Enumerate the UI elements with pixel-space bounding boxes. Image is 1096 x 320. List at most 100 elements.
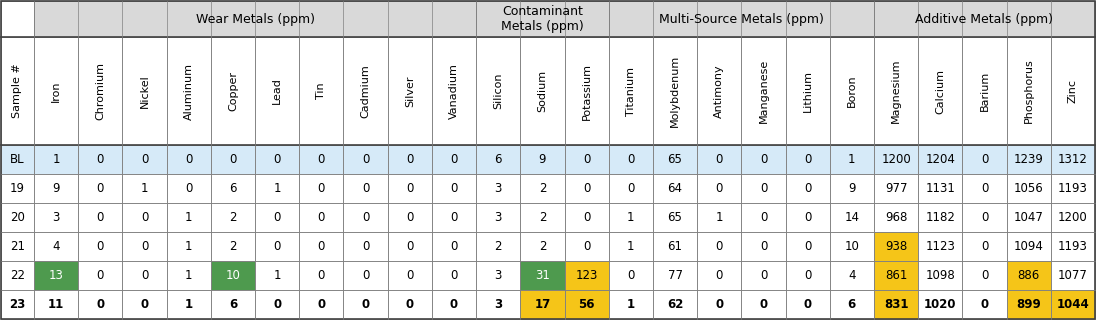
Text: 13: 13 bbox=[48, 269, 64, 282]
Bar bbox=[476, 37, 521, 145]
Bar bbox=[697, 145, 741, 174]
Bar bbox=[608, 261, 653, 290]
Text: 9: 9 bbox=[848, 182, 856, 195]
Text: 6: 6 bbox=[229, 298, 237, 311]
Text: Potassium: Potassium bbox=[582, 62, 592, 119]
Bar bbox=[962, 37, 1006, 145]
Text: 20: 20 bbox=[10, 211, 25, 224]
Bar bbox=[255, 261, 299, 290]
Bar bbox=[210, 232, 255, 261]
Text: 0: 0 bbox=[716, 269, 723, 282]
Text: 1312: 1312 bbox=[1058, 153, 1088, 166]
Text: 23: 23 bbox=[10, 298, 25, 311]
Text: 0: 0 bbox=[96, 240, 104, 253]
Text: Sodium: Sodium bbox=[537, 70, 547, 112]
Text: 0: 0 bbox=[318, 211, 326, 224]
Bar bbox=[255, 174, 299, 203]
Bar bbox=[697, 37, 741, 145]
Text: Vanadium: Vanadium bbox=[449, 63, 459, 119]
Text: 1077: 1077 bbox=[1058, 269, 1088, 282]
Text: 0: 0 bbox=[362, 153, 369, 166]
Bar bbox=[123, 290, 167, 319]
Text: 10: 10 bbox=[844, 240, 859, 253]
Text: Calcium: Calcium bbox=[935, 68, 945, 114]
Text: 2: 2 bbox=[538, 182, 546, 195]
Text: 1: 1 bbox=[185, 240, 193, 253]
Text: 6: 6 bbox=[847, 298, 856, 311]
Text: 0: 0 bbox=[716, 298, 723, 311]
Bar bbox=[1051, 174, 1095, 203]
Bar bbox=[741, 261, 786, 290]
Bar bbox=[78, 37, 123, 145]
Text: 886: 886 bbox=[1017, 269, 1040, 282]
Text: 10: 10 bbox=[226, 269, 240, 282]
Bar bbox=[608, 290, 653, 319]
Text: 1: 1 bbox=[627, 240, 635, 253]
Text: 0: 0 bbox=[760, 298, 767, 311]
Text: 2: 2 bbox=[229, 211, 237, 224]
Text: 0: 0 bbox=[804, 269, 811, 282]
Bar bbox=[830, 145, 874, 174]
Text: 65: 65 bbox=[667, 153, 683, 166]
Text: 1: 1 bbox=[185, 269, 193, 282]
Text: 0: 0 bbox=[450, 298, 458, 311]
Text: 0: 0 bbox=[583, 182, 591, 195]
Text: 0: 0 bbox=[760, 182, 767, 195]
Bar bbox=[918, 174, 962, 203]
Bar bbox=[34, 232, 78, 261]
Bar bbox=[255, 232, 299, 261]
Bar bbox=[697, 290, 741, 319]
Bar bbox=[874, 290, 918, 319]
Bar bbox=[918, 145, 962, 174]
Text: 0: 0 bbox=[406, 298, 414, 311]
Bar bbox=[343, 290, 388, 319]
Bar bbox=[697, 203, 741, 232]
Text: 0: 0 bbox=[627, 182, 635, 195]
Text: 0: 0 bbox=[362, 182, 369, 195]
Text: 0: 0 bbox=[627, 153, 635, 166]
Text: 0: 0 bbox=[96, 211, 104, 224]
Bar bbox=[962, 261, 1006, 290]
Bar bbox=[343, 232, 388, 261]
Text: 0: 0 bbox=[804, 240, 811, 253]
Bar bbox=[255, 145, 299, 174]
Bar bbox=[343, 37, 388, 145]
Text: Iron: Iron bbox=[52, 80, 61, 102]
Bar bbox=[521, 174, 564, 203]
Text: 1056: 1056 bbox=[1014, 182, 1043, 195]
Text: 0: 0 bbox=[716, 153, 723, 166]
Text: Zinc: Zinc bbox=[1068, 79, 1077, 103]
Text: 64: 64 bbox=[667, 182, 683, 195]
Text: 0: 0 bbox=[804, 182, 811, 195]
Text: 1193: 1193 bbox=[1058, 182, 1088, 195]
Text: 0: 0 bbox=[140, 211, 148, 224]
Bar bbox=[697, 232, 741, 261]
Bar bbox=[521, 261, 564, 290]
Text: 0: 0 bbox=[804, 211, 811, 224]
Text: 0: 0 bbox=[229, 153, 237, 166]
Bar bbox=[78, 261, 123, 290]
Text: 2: 2 bbox=[538, 211, 546, 224]
Text: Aluminum: Aluminum bbox=[184, 62, 194, 119]
Text: 0: 0 bbox=[407, 269, 413, 282]
Text: Wear Metals (ppm): Wear Metals (ppm) bbox=[195, 12, 315, 26]
Bar bbox=[1006, 261, 1051, 290]
Bar bbox=[830, 290, 874, 319]
Text: 0: 0 bbox=[450, 153, 458, 166]
Bar bbox=[1006, 203, 1051, 232]
Bar bbox=[476, 232, 521, 261]
Bar bbox=[741, 145, 786, 174]
Bar bbox=[918, 37, 962, 145]
Text: 0: 0 bbox=[274, 211, 281, 224]
Bar bbox=[476, 1, 608, 37]
Text: 14: 14 bbox=[844, 211, 859, 224]
Text: 0: 0 bbox=[362, 240, 369, 253]
Text: Nickel: Nickel bbox=[139, 74, 149, 108]
Text: 2: 2 bbox=[494, 240, 502, 253]
Text: 0: 0 bbox=[274, 240, 281, 253]
Bar bbox=[476, 203, 521, 232]
Bar bbox=[1, 261, 34, 290]
Bar bbox=[564, 174, 608, 203]
Text: Molybdenum: Molybdenum bbox=[670, 55, 680, 127]
Bar bbox=[34, 174, 78, 203]
